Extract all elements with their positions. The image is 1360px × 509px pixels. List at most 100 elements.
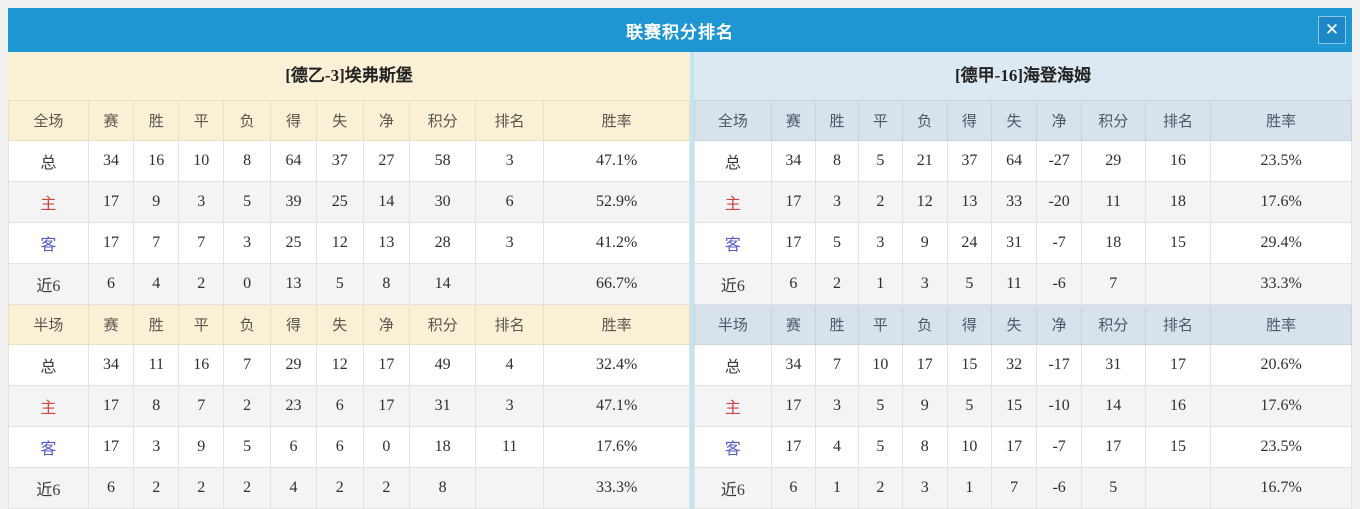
win-rate-cell: 33.3% xyxy=(1210,263,1352,305)
rank-cell: 16 xyxy=(1144,385,1212,427)
stat-cell: 13 xyxy=(270,263,317,305)
win-rate-cell: 52.9% xyxy=(543,181,690,223)
stat-cell: 3 xyxy=(178,181,225,223)
column-header: 得 xyxy=(270,100,317,141)
stat-cell: 2 xyxy=(315,467,364,509)
rank-cell: 15 xyxy=(1144,426,1212,468)
stat-cell: 2 xyxy=(814,263,860,305)
section-scope-header: 半场 xyxy=(694,304,772,345)
stat-cell: 15 xyxy=(990,385,1038,427)
stat-cell: 8 xyxy=(362,263,411,305)
win-rate-cell: 23.5% xyxy=(1210,140,1352,182)
points-cell: 28 xyxy=(409,222,477,264)
stat-cell: 5 xyxy=(223,181,272,223)
rank-cell: 3 xyxy=(475,222,545,264)
column-header: 排名 xyxy=(1144,100,1212,141)
table-row: 主 17 9 3 5 39 25 14 30 6 52.9% xyxy=(8,181,690,223)
stat-cell: 5 xyxy=(858,140,903,182)
table-row: 客 17 7 7 3 25 12 13 28 3 41.2% xyxy=(8,222,690,264)
points-cell: 18 xyxy=(409,426,477,468)
column-header: 积分 xyxy=(409,100,477,141)
stat-cell: 17 xyxy=(87,222,135,264)
stat-cell: 2 xyxy=(178,263,225,305)
stat-cell: 15 xyxy=(946,344,992,386)
stat-cell: 0 xyxy=(362,426,411,468)
row-label: 近6 xyxy=(8,263,89,305)
column-header: 平 xyxy=(178,304,225,345)
rank-cell: 18 xyxy=(1144,181,1212,223)
stat-cell: 3 xyxy=(814,385,860,427)
close-button[interactable]: ✕ xyxy=(1318,16,1346,44)
column-header: 失 xyxy=(990,100,1038,141)
stat-cell: -6 xyxy=(1036,263,1082,305)
column-header: 得 xyxy=(946,100,992,141)
column-header: 负 xyxy=(901,304,948,345)
table-row: 主 17 8 7 2 23 6 17 31 3 47.1% xyxy=(8,385,690,427)
stat-cell: 1 xyxy=(814,467,860,509)
column-header: 赛 xyxy=(87,100,135,141)
row-label: 总 xyxy=(8,344,89,386)
dialog-content: [德乙-3]埃弗斯堡 全场赛胜平负得失净积分 排名 胜率总 34 16 10 8 64 37 27… xyxy=(8,52,1352,509)
stat-cell: 17 xyxy=(362,344,411,386)
column-header: 负 xyxy=(223,100,272,141)
stat-cell: 8 xyxy=(814,140,860,182)
stat-cell: 5 xyxy=(946,385,992,427)
section-header-row: 全场赛胜平负得失净积分 排名 胜率 xyxy=(8,100,690,141)
row-label: 客 xyxy=(694,426,772,468)
column-header: 赛 xyxy=(87,304,135,345)
points-cell: 18 xyxy=(1080,222,1146,264)
stat-cell: -6 xyxy=(1036,467,1082,509)
points-cell: 58 xyxy=(409,140,477,182)
stat-cell: 13 xyxy=(946,181,992,223)
stat-cell: 3 xyxy=(858,222,903,264)
stat-cell: 16 xyxy=(178,344,225,386)
column-header: 净 xyxy=(362,100,411,141)
stat-cell: 25 xyxy=(270,222,317,264)
win-rate-cell: 17.6% xyxy=(543,426,690,468)
away-team-standings-table: 全场赛胜平负得失净积分 排名 胜率总 34 8 5 21 37 64 -27 29 16 23.5% 主 1… xyxy=(694,100,1352,509)
win-rate-cell: 47.1% xyxy=(543,385,690,427)
stat-cell: 12 xyxy=(315,344,364,386)
stat-cell: 17 xyxy=(87,385,135,427)
row-label: 客 xyxy=(8,222,89,264)
column-header: 胜 xyxy=(814,100,860,141)
stat-cell: 13 xyxy=(362,222,411,264)
points-cell: 29 xyxy=(1080,140,1146,182)
rank-cell xyxy=(1144,263,1212,305)
stat-cell: 6 xyxy=(87,263,135,305)
section-header-row: 半场赛胜平负得失净积分 排名 胜率 xyxy=(8,304,690,345)
home-team-panel: [德乙-3]埃弗斯堡 全场赛胜平负得失净积分 排名 胜率总 34 16 10 8 64 37 27… xyxy=(8,52,690,509)
stat-cell: 3 xyxy=(901,467,948,509)
row-label: 客 xyxy=(8,426,89,468)
rank-cell: 17 xyxy=(1144,344,1212,386)
row-label: 主 xyxy=(694,181,772,223)
stat-cell: 17 xyxy=(770,222,816,264)
stat-cell: 5 xyxy=(858,426,903,468)
stat-cell: 17 xyxy=(770,426,816,468)
stat-cell: 6 xyxy=(770,263,816,305)
win-rate-cell: 32.4% xyxy=(543,344,690,386)
points-cell: 30 xyxy=(409,181,477,223)
stat-cell: 12 xyxy=(901,181,948,223)
stat-cell: 2 xyxy=(858,467,903,509)
stat-cell: 9 xyxy=(178,426,225,468)
stat-cell: 2 xyxy=(858,181,903,223)
column-header: 排名 xyxy=(475,304,545,345)
stat-cell: 8 xyxy=(133,385,180,427)
stat-cell: 21 xyxy=(901,140,948,182)
away-team-name: [德甲-16]海登海姆 xyxy=(694,52,1352,100)
column-header: 胜率 xyxy=(1210,304,1352,345)
home-team-standings-table: 全场赛胜平负得失净积分 排名 胜率总 34 16 10 8 64 37 27 58 3 47.1% 主 17… xyxy=(8,100,690,509)
win-rate-cell: 41.2% xyxy=(543,222,690,264)
stat-cell: 10 xyxy=(858,344,903,386)
column-header: 积分 xyxy=(1080,100,1146,141)
stat-cell: 5 xyxy=(315,263,364,305)
rank-cell: 4 xyxy=(475,344,545,386)
points-cell: 7 xyxy=(1080,263,1146,305)
rank-cell xyxy=(475,263,545,305)
stat-cell: 3 xyxy=(814,181,860,223)
row-label: 客 xyxy=(694,222,772,264)
rank-cell: 6 xyxy=(475,181,545,223)
table-row: 近6 6 2 1 3 5 11 -6 7 33.3% xyxy=(694,263,1352,305)
row-label: 主 xyxy=(8,385,89,427)
